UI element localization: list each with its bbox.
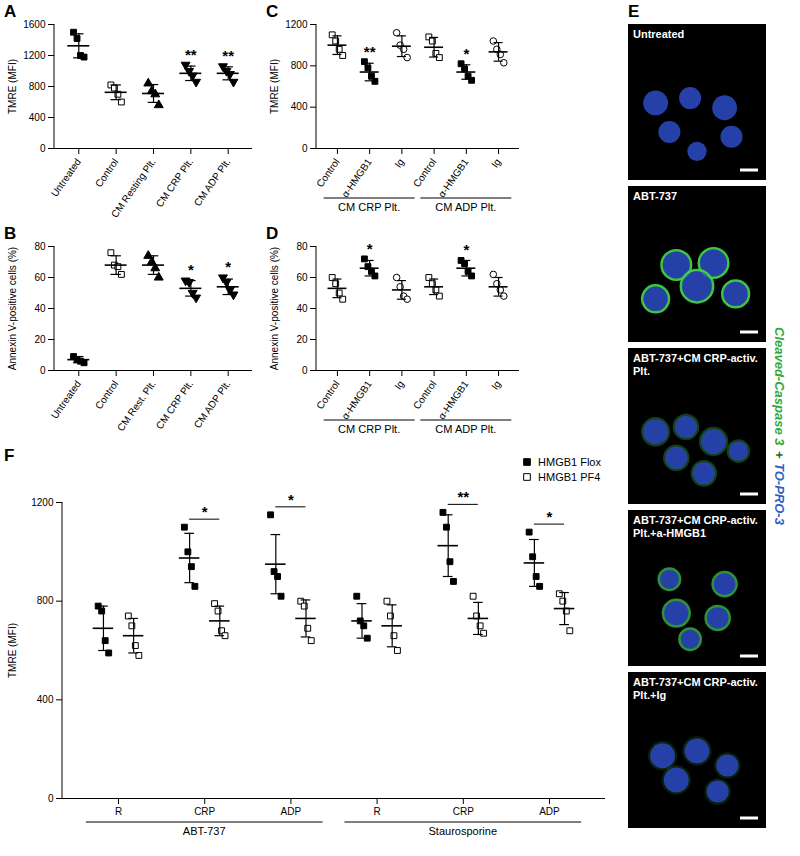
svg-text:1600: 1600 bbox=[23, 19, 46, 30]
svg-text:0: 0 bbox=[302, 365, 308, 376]
svg-text:Control: Control bbox=[411, 156, 439, 189]
svg-text:800: 800 bbox=[291, 60, 308, 71]
svg-text:80: 80 bbox=[296, 241, 308, 252]
svg-text:20: 20 bbox=[296, 334, 308, 345]
svg-text:40: 40 bbox=[34, 303, 46, 314]
svg-text:ADP: ADP bbox=[281, 806, 302, 817]
svg-text:Control: Control bbox=[93, 156, 121, 189]
svg-text:CRP: CRP bbox=[453, 806, 474, 817]
svg-text:800: 800 bbox=[37, 595, 54, 606]
svg-text:0: 0 bbox=[48, 793, 54, 804]
svg-text:*: * bbox=[463, 241, 469, 258]
html-text:HMGB1 PF4: HMGB1 PF4 bbox=[538, 471, 601, 483]
svg-text:400: 400 bbox=[37, 694, 54, 705]
svg-text:1200: 1200 bbox=[31, 497, 54, 508]
svg-text:**: ** bbox=[185, 46, 197, 63]
svg-text:ADP: ADP bbox=[539, 806, 560, 817]
svg-text:Control: Control bbox=[411, 378, 439, 411]
svg-text:ABT-737: ABT-737 bbox=[183, 825, 226, 837]
svg-text:CM Rest. Plt.: CM Rest. Plt. bbox=[115, 378, 158, 433]
svg-text:α-HMGB1: α-HMGB1 bbox=[436, 378, 471, 421]
svg-text:CM ADP Plt.: CM ADP Plt. bbox=[435, 423, 496, 435]
svg-text:400: 400 bbox=[29, 112, 46, 123]
svg-text:*: * bbox=[202, 503, 208, 520]
svg-text:Ig: Ig bbox=[392, 378, 406, 391]
svg-text:α-HMGB1: α-HMGB1 bbox=[339, 378, 374, 421]
svg-text:CM CRP Plt.: CM CRP Plt. bbox=[338, 201, 400, 213]
svg-text:1200: 1200 bbox=[285, 19, 308, 30]
svg-text:*: * bbox=[463, 45, 469, 62]
html-text:HMGB1 Flox: HMGB1 Flox bbox=[538, 456, 601, 468]
svg-text:Control: Control bbox=[314, 378, 342, 411]
svg-text:CM Resting Plt.: CM Resting Plt. bbox=[109, 156, 158, 219]
svg-text:60: 60 bbox=[34, 272, 46, 283]
svg-text:α-HMGB1: α-HMGB1 bbox=[339, 156, 374, 199]
html-text:Untreated: Untreated bbox=[633, 28, 685, 40]
svg-text:CM CRP Plt.: CM CRP Plt. bbox=[154, 378, 195, 431]
svg-text:400: 400 bbox=[291, 101, 308, 112]
svg-text:1200: 1200 bbox=[23, 50, 46, 61]
svg-text:*: * bbox=[367, 240, 373, 257]
html-text:A: A bbox=[4, 2, 17, 21]
svg-text:60: 60 bbox=[296, 272, 308, 283]
html-text:ABT-737+CM CRP-activ. Plt.+a-H: ABT-737+CM CRP-activ. Plt.+a-HMGB1 bbox=[633, 514, 758, 539]
svg-text:CRP: CRP bbox=[194, 806, 215, 817]
svg-text:Annexin V-positive cells (%): Annexin V-positive cells (%) bbox=[269, 247, 280, 370]
svg-text:CM CRP Plt.: CM CRP Plt. bbox=[338, 423, 400, 435]
svg-text:Ig: Ig bbox=[392, 156, 406, 169]
html-text:ABT-737+CM CRP-activ. Plt.: ABT-737+CM CRP-activ. Plt. bbox=[633, 352, 758, 377]
svg-text:Control: Control bbox=[93, 378, 121, 411]
svg-text:CM ADP Plt.: CM ADP Plt. bbox=[435, 201, 496, 213]
svg-text:CM ADP Plt.: CM ADP Plt. bbox=[192, 378, 233, 430]
svg-text:R: R bbox=[373, 806, 380, 817]
svg-text:800: 800 bbox=[29, 81, 46, 92]
svg-text:Ig: Ig bbox=[489, 378, 503, 391]
svg-text:Ig: Ig bbox=[489, 156, 503, 169]
html-text:ABT-737: ABT-737 bbox=[633, 190, 677, 202]
html-text:TO-PRO-3: TO-PRO-3 bbox=[772, 463, 787, 525]
html-text:Cleaved-Caspase 3: Cleaved-Caspase 3 bbox=[772, 327, 787, 446]
svg-text:Control: Control bbox=[314, 156, 342, 189]
svg-text:R: R bbox=[115, 806, 122, 817]
svg-text:TMRE (MFI): TMRE (MFI) bbox=[269, 59, 280, 114]
svg-text:Untreated: Untreated bbox=[49, 156, 83, 198]
svg-text:Staurosporine: Staurosporine bbox=[429, 825, 498, 837]
svg-text:*: * bbox=[225, 258, 231, 275]
svg-text:80: 80 bbox=[34, 241, 46, 252]
svg-text:*: * bbox=[288, 491, 294, 508]
svg-text:Untreated: Untreated bbox=[49, 378, 83, 420]
svg-text:0: 0 bbox=[40, 365, 46, 376]
svg-text:**: ** bbox=[457, 488, 469, 505]
html-text:E: E bbox=[628, 2, 640, 21]
svg-text:40: 40 bbox=[296, 303, 308, 314]
svg-text:*: * bbox=[188, 261, 194, 278]
svg-text:α-HMGB1: α-HMGB1 bbox=[436, 156, 471, 199]
svg-text:20: 20 bbox=[34, 334, 46, 345]
html-text:C: C bbox=[266, 2, 279, 21]
svg-text:0: 0 bbox=[40, 143, 46, 154]
html-text:ABT-737+CM CRP-activ. Plt.+Ig: ABT-737+CM CRP-activ. Plt.+Ig bbox=[633, 676, 758, 701]
svg-text:Annexin V-positive cells (%): Annexin V-positive cells (%) bbox=[7, 247, 18, 370]
svg-text:TMRE (MFI): TMRE (MFI) bbox=[7, 623, 18, 678]
svg-text:0: 0 bbox=[302, 143, 308, 154]
svg-text:**: ** bbox=[222, 47, 234, 64]
html-text:F: F bbox=[4, 446, 15, 465]
svg-text:TMRE (MFI): TMRE (MFI) bbox=[7, 59, 18, 114]
html-text:D: D bbox=[266, 224, 279, 243]
html-text:B: B bbox=[4, 224, 17, 243]
svg-text:*: * bbox=[547, 508, 553, 525]
svg-text:CM CRP Plt.: CM CRP Plt. bbox=[154, 156, 195, 209]
svg-text:CM ADP Plt.: CM ADP Plt. bbox=[192, 156, 233, 208]
svg-text:**: ** bbox=[364, 43, 376, 60]
